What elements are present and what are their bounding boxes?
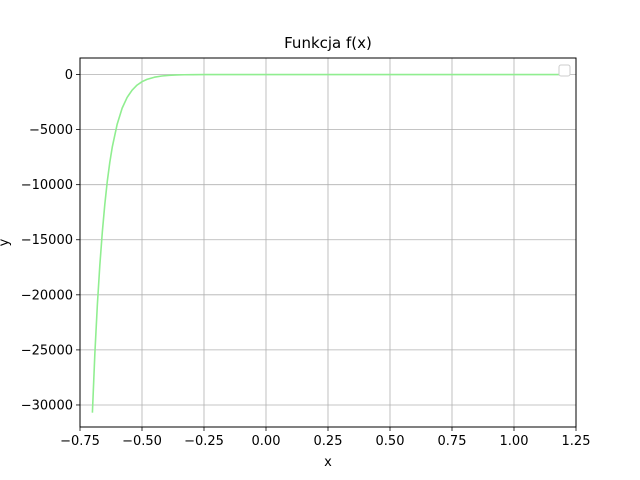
y-axis-label: y	[0, 238, 12, 246]
y-tick-label: −15000	[21, 233, 73, 248]
y-tick-label: −5000	[29, 123, 73, 138]
legend-box	[558, 64, 571, 77]
chart-title: Funkcja f(x)	[284, 34, 372, 52]
series-layer	[91, 73, 564, 413]
x-axis-label: x	[324, 455, 332, 470]
x-tick-label: −0.25	[184, 434, 224, 449]
y-tick-label: −20000	[21, 288, 73, 303]
x-tick-label: 0.50	[376, 434, 405, 449]
tick-layer: −0.75 −0.50 −0.25 0.00 0.25 0.50 0.75 1.00 1.25 0…	[21, 68, 591, 449]
series-line	[91, 73, 564, 413]
x-tick-label: −0.50	[122, 434, 162, 449]
y-tick-label: −25000	[21, 343, 73, 358]
grid-lines	[79, 58, 577, 427]
x-tick-label: 0.25	[314, 434, 343, 449]
x-tick-label: 0.75	[438, 434, 467, 449]
x-tick-label: 1.00	[500, 434, 529, 449]
x-tick-label: −0.75	[60, 434, 100, 449]
y-tick-label: −30000	[21, 398, 73, 413]
y-tick-label: −10000	[21, 178, 73, 193]
x-tick-label: 0.00	[252, 434, 281, 449]
x-tick-label: 1.25	[562, 434, 591, 449]
y-tick-label: 0	[65, 68, 73, 83]
